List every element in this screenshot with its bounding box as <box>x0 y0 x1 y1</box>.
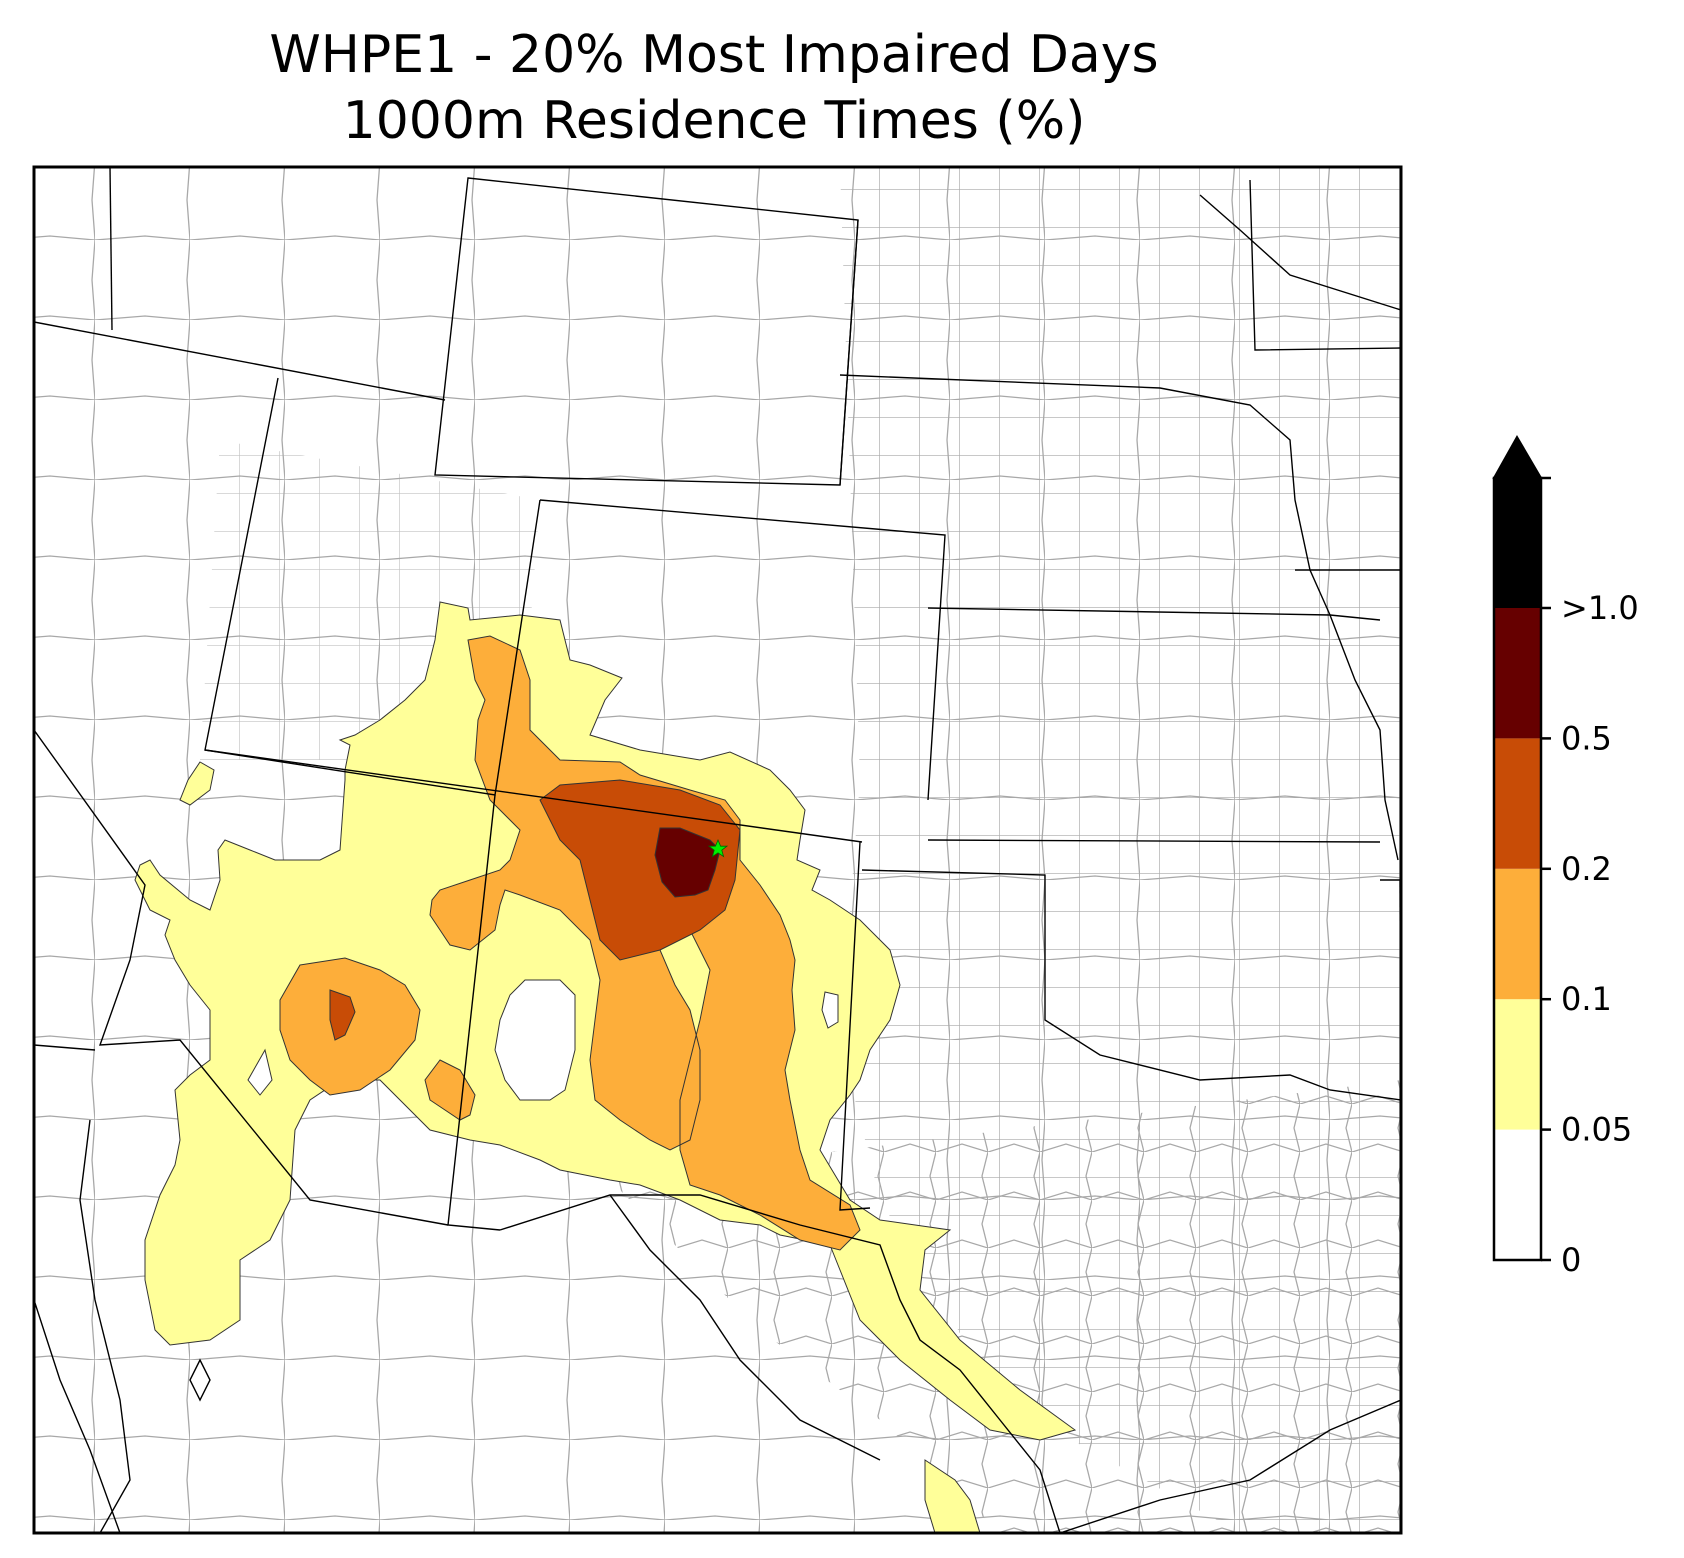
map-frame <box>32 165 1403 1535</box>
contour-0-5 <box>654 827 721 898</box>
title-line-2: 1000m Residence Times (%) <box>342 91 1086 151</box>
title-line-1: WHPE1 - 20% Most Impaired Days <box>269 25 1159 85</box>
residence-time-contours <box>134 601 1077 1533</box>
contour-0-2 <box>539 779 741 961</box>
map-title: WHPE1 - 20% Most Impaired Days 1000m Res… <box>34 22 1394 154</box>
contour-0-2-west <box>329 989 356 1041</box>
contour-hole <box>821 991 839 1029</box>
contour-hole <box>247 1048 273 1096</box>
receptor-star-icon <box>707 838 729 858</box>
contour-0-05-south <box>924 1459 981 1533</box>
contour-0-1-west <box>279 957 421 1096</box>
contour-0-05-small <box>179 761 215 806</box>
contour-hole <box>494 979 576 1101</box>
state-borders <box>34 167 1401 1533</box>
